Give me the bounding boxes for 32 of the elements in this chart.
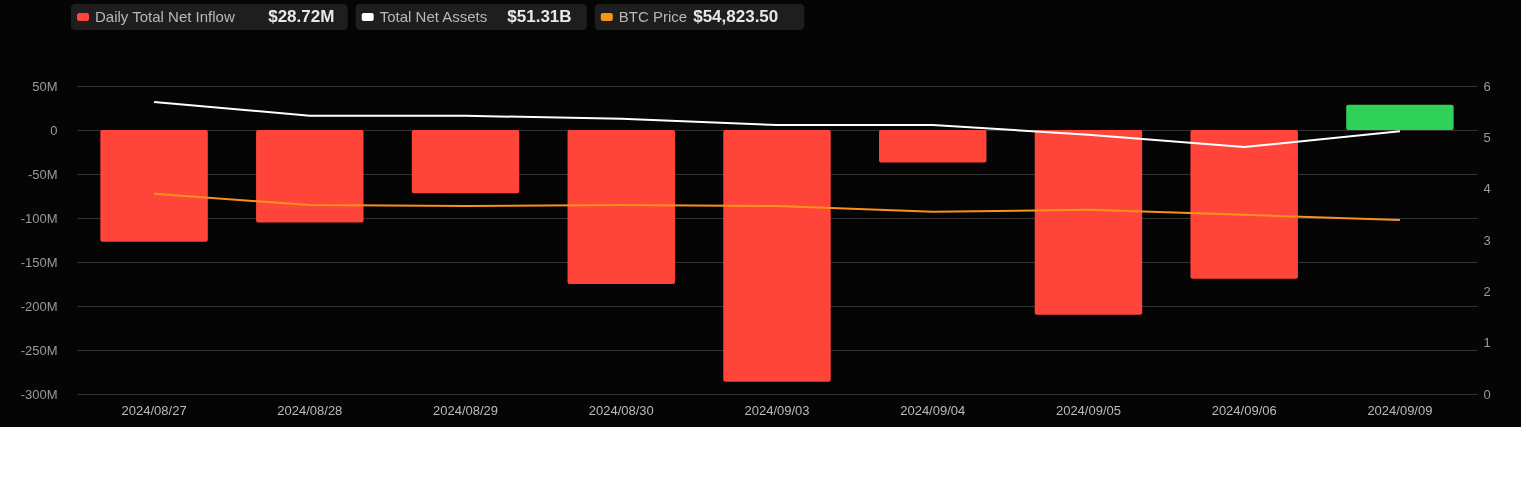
y-tick-label: -300M [20,386,58,402]
x-tick-label: 2024/08/28 [277,402,343,418]
line-series [153,100,1401,149]
y-tick-label: -50M [27,166,58,182]
y2-tick-label: 0 [1483,386,1491,402]
y-tick-label: 50M [32,78,58,94]
legend-label: Daily Total Net Inflow [95,8,235,25]
x-tick-label: 2024/09/04 [900,402,966,418]
y-tick-label: -200M [20,298,58,314]
y-tick-label: 0 [50,122,58,138]
x-tick-label: 2024/09/09 [1367,402,1433,418]
x-tick-label: 2024/08/27 [121,402,187,418]
y2-tick-label: 5 [1483,129,1491,145]
x-tick-label: 2024/09/03 [744,402,810,418]
y2-tick-label: 4 [1483,181,1491,197]
y-tick-label: -100M [20,210,58,226]
text: $28.72M [268,7,335,26]
y2-tick-label: 1 [1483,335,1491,351]
legend-label: Total Net Assets [379,8,488,25]
y-tick-label: -250M [20,342,58,358]
text: $54,823.50 [693,7,779,26]
y2-tick-label: 6 [1483,78,1491,94]
x-tick-label: 2024/08/30 [588,402,654,418]
legend-label: BTC Price [618,8,688,25]
y2-tick-label: 3 [1483,232,1491,248]
x-tick-label: 2024/09/05 [1055,402,1121,418]
text: $51.31B [507,7,572,26]
y-tick-label: -150M [20,254,58,270]
x-tick-label: 2024/09/06 [1211,402,1277,418]
line-series [153,192,1401,221]
y2-tick-label: 2 [1483,283,1491,299]
x-tick-label: 2024/08/29 [433,402,499,418]
